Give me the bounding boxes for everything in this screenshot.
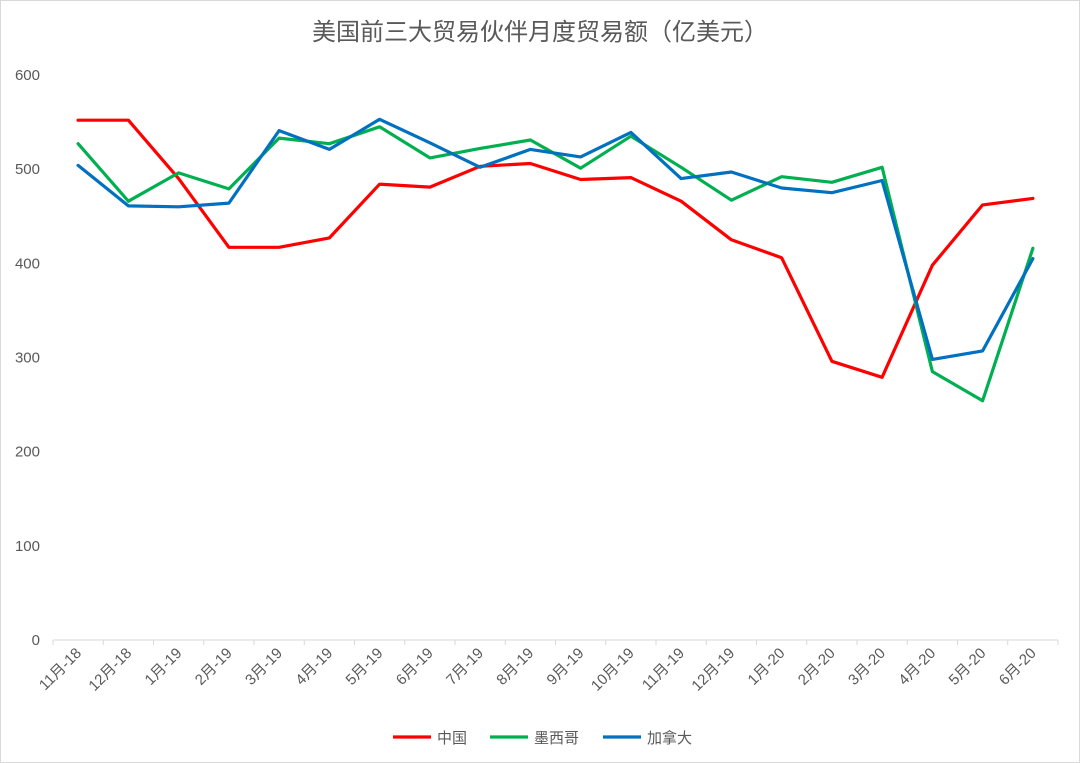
x-tick-label: 6月-19	[393, 645, 437, 689]
x-tick-label: 11月-19	[639, 645, 688, 694]
x-tick-label: 3月-19	[242, 645, 286, 689]
x-tick-label: 9月-19	[544, 645, 588, 689]
x-tick-label: 2月-19	[192, 645, 236, 689]
chart-title: 美国前三大贸易伙伴月度贸易额（亿美元）	[312, 18, 768, 46]
y-tick-label: 600	[15, 67, 40, 84]
y-tick-label: 500	[15, 161, 40, 178]
x-tick-label: 1月-20	[745, 645, 789, 689]
x-tick-label: 12月-18	[85, 645, 135, 695]
y-tick-label: 100	[15, 538, 40, 555]
series-lines	[76, 117, 1035, 403]
x-tick-label: 8月-19	[493, 645, 537, 689]
series-line-2	[76, 117, 1035, 361]
x-tick-label: 5月-20	[946, 645, 990, 689]
series-line-0	[76, 118, 1035, 379]
y-tick-label: 200	[15, 444, 40, 461]
legend-label: 中国	[437, 729, 467, 747]
x-tick-label: 2月-20	[795, 645, 839, 689]
x-tick-label: 4月-19	[292, 645, 336, 689]
y-axis: 0 100 200 300 400 500 600	[15, 67, 40, 649]
x-tick-label: 10月-19	[588, 645, 638, 695]
x-axis: 11月-18 12月-18 1月-19 2月-19 3月-19 4月-19 5月-19 6月-…	[36, 640, 1059, 695]
y-tick-label: 0	[32, 632, 40, 649]
x-tick-label: 12月-19	[688, 645, 738, 695]
x-tick-label: 5月-19	[343, 645, 387, 689]
x-tick-label: 6月-20	[996, 645, 1040, 689]
x-tick-label: 4月-20	[895, 645, 939, 689]
x-tick-label: 3月-20	[845, 645, 889, 689]
x-tick-label: 7月-19	[443, 645, 487, 689]
x-tick-label: 1月-19	[142, 645, 186, 689]
x-tick-label: 11月-18	[36, 645, 85, 694]
y-tick-label: 300	[15, 350, 40, 367]
legend: 中国 墨西哥 加拿大	[393, 729, 692, 747]
y-tick-label: 400	[15, 255, 40, 272]
legend-label: 加拿大	[647, 729, 692, 747]
legend-label: 墨西哥	[534, 729, 579, 747]
